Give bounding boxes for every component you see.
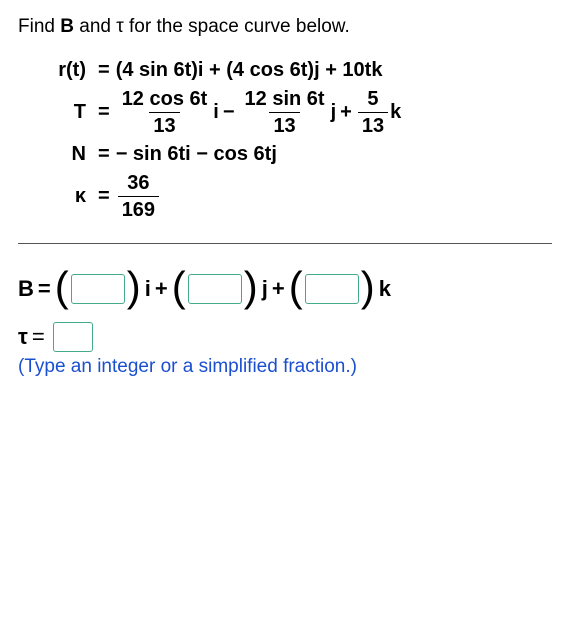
answer-tau-line: τ = — [18, 322, 552, 352]
N-eq: = — [92, 143, 116, 166]
prompt-mid: and τ for the space curve below. — [74, 16, 350, 37]
input-B-k[interactable] — [305, 274, 359, 304]
equation-kappa: κ = 36 169 — [52, 172, 552, 221]
B-plus1: + — [151, 276, 172, 302]
prompt-B: B — [60, 16, 74, 37]
equation-T: T = 12 cos 6t 13 i − 12 sin 6t 13 j + 5 … — [52, 88, 552, 137]
r-rhs: (4 sin 6t)i + (4 cos 6t)j + 10tk — [116, 59, 383, 82]
question-prompt: Find B and τ for the space curve below. — [18, 14, 552, 41]
given-equations: r(t) = (4 sin 6t)i + (4 cos 6t)j + 10tk … — [18, 59, 552, 221]
T-eq: = — [92, 101, 116, 124]
T-frac1-num: 12 cos 6t — [118, 88, 212, 112]
T-frac2-den: 13 — [269, 112, 299, 137]
equation-r: r(t) = (4 sin 6t)i + (4 cos 6t)j + 10tk — [52, 59, 552, 82]
tau-eq: = — [28, 324, 49, 350]
answer-B-line: B = ( ) i + ( ) j + ( ) k — [18, 274, 552, 304]
N-label: N — [52, 143, 92, 166]
T-k: k — [390, 101, 401, 124]
input-B-j[interactable] — [188, 274, 242, 304]
B-label: B — [18, 276, 34, 302]
N-rhs: − sin 6ti − cos 6tj — [116, 143, 277, 166]
prompt-pre: Find — [18, 16, 60, 37]
T-plus: + — [336, 101, 356, 124]
T-frac3-num: 5 — [363, 88, 382, 112]
kappa-den: 169 — [118, 196, 159, 221]
kappa-label: κ — [52, 185, 92, 208]
tau-label: τ — [18, 324, 28, 350]
T-frac1-den: 13 — [149, 112, 179, 137]
kappa-eq: = — [92, 185, 116, 208]
B-eq: = — [34, 276, 55, 302]
B-plus2: + — [268, 276, 289, 302]
input-B-i[interactable] — [71, 274, 125, 304]
T-label: T — [52, 101, 92, 124]
T-frac2: 12 sin 6t 13 — [241, 88, 329, 137]
divider — [18, 243, 552, 244]
T-frac3: 5 13 — [358, 88, 388, 137]
T-frac2-num: 12 sin 6t — [241, 88, 329, 112]
B-k: k — [379, 276, 391, 302]
input-tau[interactable] — [53, 322, 93, 352]
r-eq: = — [92, 59, 116, 82]
T-frac1: 12 cos 6t 13 — [118, 88, 212, 137]
kappa-frac: 36 169 — [118, 172, 159, 221]
T-minus: − — [219, 101, 239, 124]
T-frac3-den: 13 — [358, 112, 388, 137]
equation-N: N = − sin 6ti − cos 6tj — [52, 143, 552, 166]
kappa-num: 36 — [123, 172, 153, 196]
instruction-text: (Type an integer or a simplified fractio… — [18, 356, 552, 378]
r-label: r(t) — [52, 59, 92, 82]
